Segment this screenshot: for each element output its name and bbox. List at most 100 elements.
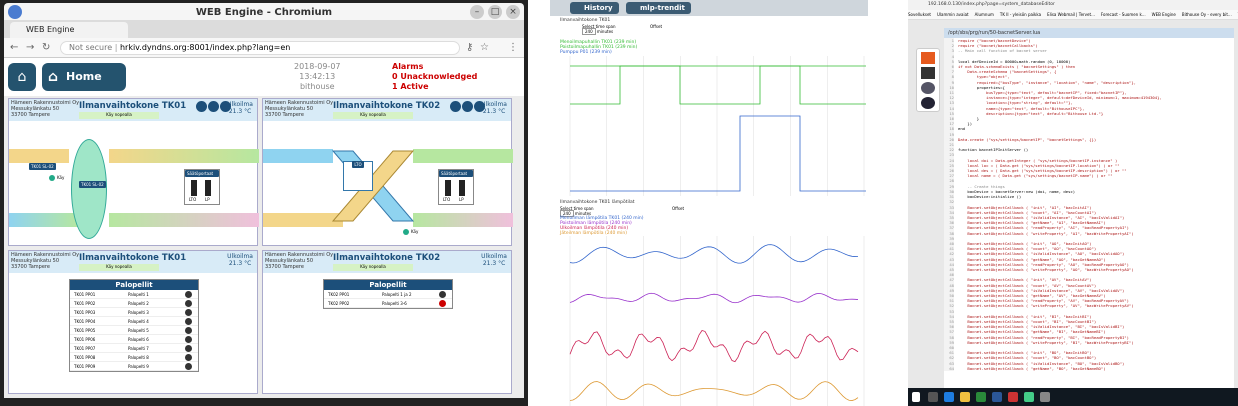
app-icon[interactable]: [1008, 392, 1018, 402]
chrome-icon[interactable]: [1024, 392, 1034, 402]
code-line[interactable]: 54 Bacnet.setObjectCallback ( "init", "B…: [944, 313, 1234, 319]
settings-icon[interactable]: [921, 82, 935, 94]
maximize-icon[interactable]: □: [488, 5, 502, 19]
reload-icon[interactable]: ↻: [42, 42, 51, 53]
code-line[interactable]: 36 Bacnet.setObjectCallback ( "getName",…: [944, 220, 1234, 226]
damper-row[interactable]: TK01 PP01 Palopelti 1: [70, 290, 198, 299]
new-file-icon[interactable]: [921, 52, 935, 64]
history-button[interactable]: History: [570, 2, 619, 14]
code-line[interactable]: 19: [944, 131, 1234, 137]
menu-icon[interactable]: ⋮: [508, 42, 518, 53]
code-editor[interactable]: 1 require ("bacnet/bacnetDevice") 2 require…: [944, 38, 1234, 388]
code-line[interactable]: 58 Bacnet.setObjectCallback ( "readPrope…: [944, 334, 1234, 340]
file-tab[interactable]: /opt/sbs/prg/run/50-bacnetServer.lua: [944, 28, 1234, 38]
wrench-icon[interactable]: [474, 101, 485, 112]
code-line[interactable]: 33 Bacnet.setObjectCallback ( "init", "A…: [944, 204, 1234, 210]
code-line[interactable]: 32: [944, 199, 1234, 205]
explorer-icon[interactable]: [960, 392, 970, 402]
damper-row[interactable]: TK01 PP07 Palopelti 7: [70, 344, 198, 353]
p3-url-bar[interactable]: 192.168.0.130/index.php?page=system_data…: [908, 0, 1238, 10]
bookmark-item[interactable]: Alumnum: [974, 12, 994, 17]
control-steps[interactable]: Säätöportaat LTO LP: [438, 169, 474, 205]
trends-button[interactable]: mlp-trendit: [626, 2, 691, 14]
code-line[interactable]: 2 require ("bacnet/bacnetCallbacks"): [944, 43, 1234, 49]
code-line[interactable]: 10 properties={: [944, 84, 1234, 91]
code-line[interactable]: 23: [944, 152, 1234, 158]
bookmark-item[interactable]: Sovellukset: [908, 12, 932, 17]
unit-tk01-dampers[interactable]: Hämeen Rakennustoimi Oy Messukylänkatu 50…: [8, 250, 258, 394]
back-icon[interactable]: ←: [10, 42, 19, 53]
code-line[interactable]: 60: [944, 344, 1234, 351]
bookmark-item[interactable]: Ulammin avaiat: [937, 12, 969, 17]
code-line[interactable]: 28: [944, 178, 1234, 184]
code-line[interactable]: 41 Bacnet.setObjectCallback ( "count", "…: [944, 246, 1234, 252]
excel-icon[interactable]: [976, 392, 986, 402]
home-button[interactable]: ⌂ Home: [42, 63, 126, 91]
damper-row[interactable]: TK02 PP01 Palopelti 1 ja 2: [324, 290, 452, 299]
damper-row[interactable]: TK01 PP05 Palopelti 5: [70, 326, 198, 335]
code-line[interactable]: 40 Bacnet.setObjectCallback ( "init", "A…: [944, 240, 1234, 247]
lto-box[interactable]: LTO: [343, 161, 373, 191]
browser-tab[interactable]: WEB Engine: [10, 22, 128, 38]
mode-icon[interactable]: [196, 101, 207, 112]
code-line[interactable]: 56 Bacnet.setObjectCallback ( "isValidIn…: [944, 324, 1234, 330]
run-icon[interactable]: [921, 97, 935, 109]
code-line[interactable]: 27 local name = ( Data.get ("sys/setting…: [944, 173, 1234, 179]
code-line[interactable]: 7 Data.createSchema ("bacnetSettings", {: [944, 69, 1234, 75]
code-line[interactable]: 13 location={type="string", default=""},: [944, 100, 1234, 106]
legend-entry[interactable]: Pumppu P01 (239 min): [560, 50, 612, 55]
code-line[interactable]: 12 instance={type="integer", default=def…: [944, 95, 1234, 101]
code-line[interactable]: 34 Bacnet.setObjectCallback ( "count", "…: [944, 209, 1234, 215]
app-icon[interactable]: [1040, 392, 1050, 402]
bookmark-item[interactable]: WEB Engine: [1151, 12, 1176, 17]
start-icon[interactable]: [912, 392, 920, 402]
time-span-control[interactable]: Select time span 240 minutes: [582, 24, 616, 35]
code-line[interactable]: 5 local defDeviceId = 80000+math.random (…: [944, 58, 1234, 65]
bookmark-item[interactable]: TK II - yleisön paikka: [999, 12, 1042, 17]
cross-exchanger[interactable]: [323, 141, 423, 231]
code-line[interactable]: 8 type="object",: [944, 74, 1234, 80]
damper-row[interactable]: TK01 PP08 Palopelti 8: [70, 353, 198, 362]
word-icon[interactable]: [992, 392, 1002, 402]
code-line[interactable]: 42 Bacnet.setObjectCallback ( "isValidIn…: [944, 251, 1234, 257]
code-line[interactable]: 64 Bacnet.setObjectCallback ( "getName",…: [944, 365, 1234, 371]
heat-exchanger[interactable]: [71, 139, 107, 239]
code-line[interactable]: 37 Bacnet.setObjectCallback ( "readPrope…: [944, 225, 1234, 231]
forward-icon[interactable]: →: [26, 42, 35, 53]
code-line[interactable]: 52 Bacnet.setObjectCallback ( "writeProp…: [944, 303, 1234, 309]
code-line[interactable]: 3 -- Main call function of bacnet server: [944, 48, 1234, 54]
code-line[interactable]: 63 Bacnet.setObjectCallback ( "isValidIn…: [944, 360, 1234, 366]
damper-row[interactable]: TK01 PP06 Palopelti 6: [70, 335, 198, 344]
damper-row[interactable]: TK02 PP02 Palopelti 3-6: [324, 299, 452, 308]
code-line[interactable]: 44 Bacnet.setObjectCallback ( "readPrope…: [944, 261, 1234, 267]
code-line[interactable]: 49 Bacnet.setObjectCallback ( "isValidIn…: [944, 287, 1234, 293]
code-line[interactable]: 29 -- Create things: [944, 183, 1234, 189]
offset-control[interactable]: Offset: [672, 206, 685, 211]
search-icon[interactable]: [928, 392, 938, 402]
damper-row[interactable]: TK01 PP03 Palopelti 3: [70, 308, 198, 317]
legend-entry[interactable]: Menoilman lämpötila TK01 (240 min): [560, 216, 644, 221]
code-line[interactable]: 51 Bacnet.setObjectCallback ( "readPrope…: [944, 298, 1234, 304]
close-icon[interactable]: ×: [506, 5, 520, 19]
code-line[interactable]: 14 name={type="text", default="BithouseI…: [944, 105, 1234, 111]
code-line[interactable]: 21: [944, 142, 1234, 148]
code-line[interactable]: 20 Data.create ("sys/settings/bacnetIP", …: [944, 136, 1234, 143]
unit-tk02-dampers[interactable]: Hämeen Rakennustoimi Oy Messukylänkatu 50…: [262, 250, 512, 394]
code-line[interactable]: 18 end: [944, 126, 1234, 132]
legend-entry[interactable]: Poistoilman lämpötila (240 min): [560, 221, 632, 226]
code-line[interactable]: 55 Bacnet.setObjectCallback ( "count", "…: [944, 318, 1234, 325]
home-icon-button[interactable]: ⌂: [8, 63, 36, 91]
offset-control[interactable]: Offset: [650, 24, 663, 29]
code-line[interactable]: 15 description={type="text", default="Bi…: [944, 110, 1234, 117]
legend-entry[interactable]: Menoilmapuhallin TK01 (239 min): [560, 40, 637, 45]
minimize-icon[interactable]: –: [470, 5, 484, 19]
bookmark-star-icon[interactable]: ☆: [480, 42, 489, 53]
code-line[interactable]: 24 local doi = Data.getInteger ( "sys/se…: [944, 157, 1234, 163]
code-line[interactable]: 17 }): [944, 121, 1234, 127]
code-line[interactable]: 46: [944, 272, 1234, 278]
code-line[interactable]: 57 Bacnet.setObjectCallback ( "getName",…: [944, 329, 1234, 335]
code-line[interactable]: 6 if not Data.schemaExists ( "bacnetSetti…: [944, 64, 1234, 70]
code-line[interactable]: 26 local des = ( Data.get ("sys/settings…: [944, 168, 1234, 174]
unit-tk02[interactable]: Hämeen Rakennustoimi Oy Messukylänkatu 50…: [262, 98, 513, 246]
mode-icon[interactable]: [450, 101, 461, 112]
